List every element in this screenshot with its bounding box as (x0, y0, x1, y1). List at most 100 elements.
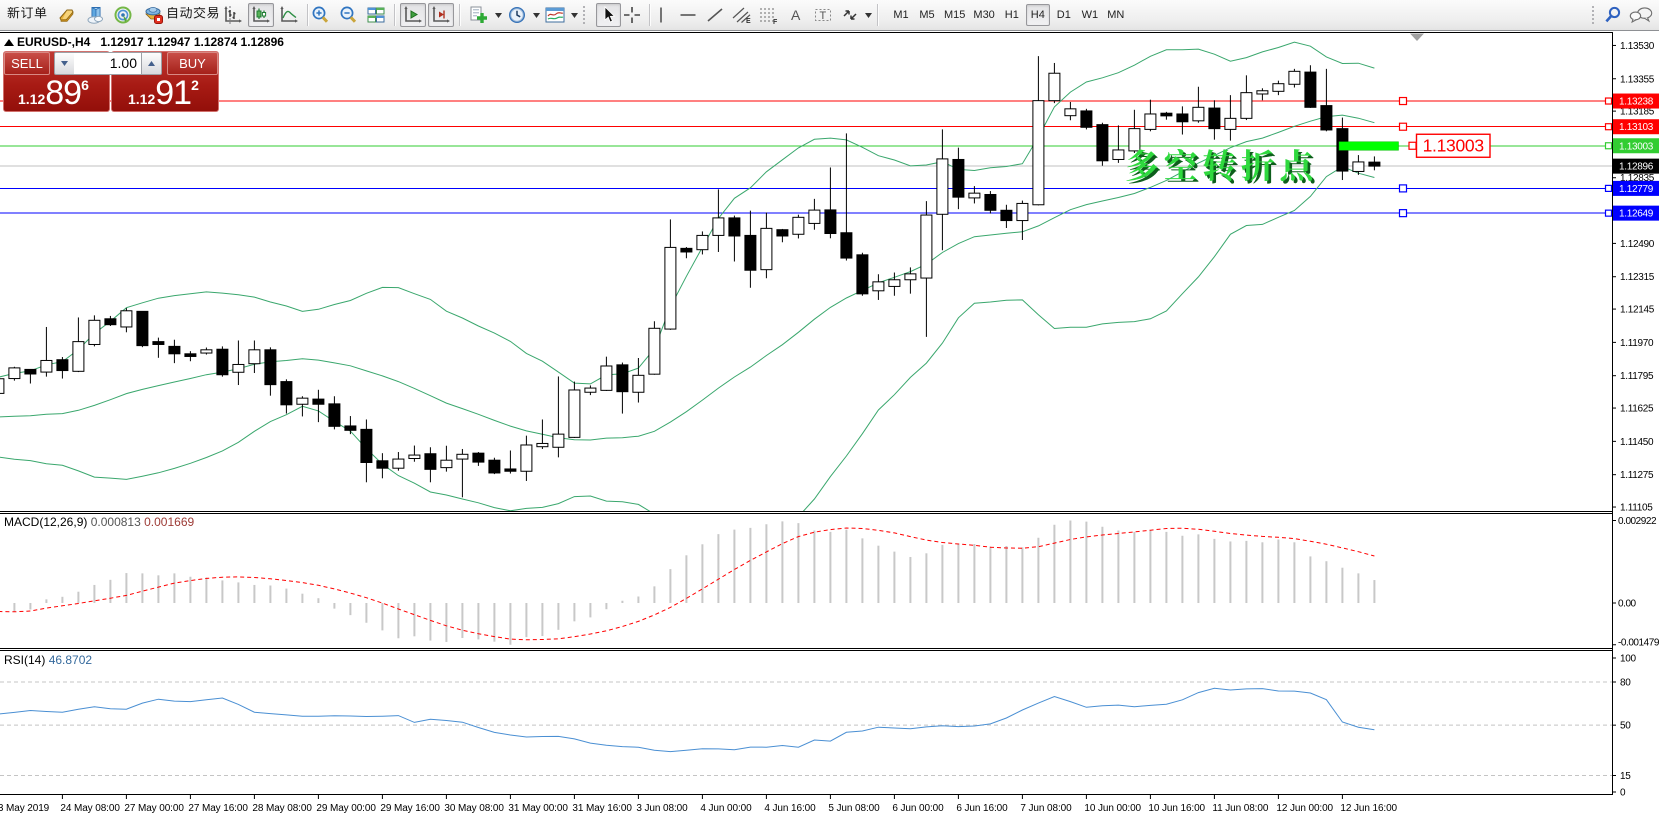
candle-2019.06.06 12:00[interactable] (936, 129, 949, 251)
candle-2019.05.24 12:00[interactable] (72, 317, 85, 373)
candle-2019.05.30 00:00[interactable] (408, 445, 421, 462)
candle-2019.05.29 04:00[interactable] (328, 396, 341, 430)
auto-scroll-icon[interactable] (400, 3, 426, 27)
candle-2019.05.24 16:00[interactable] (88, 315, 101, 347)
candle-2019.06.12 04:00[interactable] (1288, 68, 1301, 88)
arrows-dropdown-caret[interactable] (863, 3, 873, 27)
volume-increase-button[interactable] (141, 52, 162, 75)
candle-2019.05.29 12:00[interactable] (360, 419, 373, 483)
candle-2019.05.27 08:00[interactable] (152, 337, 165, 358)
candle-2019.06.05 04:00[interactable] (808, 198, 821, 230)
candle-2019.06.04 20:00[interactable] (776, 228, 789, 243)
candle-2019.06.04 12:00[interactable] (744, 210, 757, 288)
toolbar-grip[interactable] (582, 4, 587, 26)
candlestick-icon[interactable] (248, 3, 274, 27)
candle-2019.06.06 04:00[interactable] (904, 267, 917, 294)
strategy-tester-icon[interactable] (110, 3, 136, 27)
highlight-rectangle[interactable] (1338, 141, 1399, 151)
candle-2019.06.12 08:00[interactable] (1304, 65, 1317, 108)
chat-icon[interactable] (1628, 3, 1654, 27)
candle-2019.06.03 00:00[interactable] (600, 356, 613, 391)
candle-2019.05.28 16:00[interactable] (280, 379, 293, 414)
candle-2019.06.11 08:00[interactable] (1208, 100, 1221, 140)
candle-2019.06.07 20:00[interactable] (1064, 101, 1077, 121)
candle-2019.05.31 08:00[interactable] (536, 419, 549, 449)
candle-2019.05.24 04:00[interactable] (40, 326, 53, 377)
candle-2019.05.31 16:00[interactable] (568, 381, 581, 438)
candle-2019.06.07 16:00[interactable] (1048, 62, 1061, 104)
data-window-icon[interactable] (82, 3, 108, 27)
rsi-panel[interactable] (0, 681, 1612, 776)
candle-2019.05.24 08:00[interactable] (56, 357, 69, 379)
price-callout-box[interactable] (1415, 133, 1491, 158)
periods-dropdown-caret[interactable] (531, 3, 541, 27)
line-handle[interactable] (1398, 96, 1408, 106)
zoom-out-icon[interactable] (335, 3, 361, 27)
buy-price[interactable]: 1.12912 (128, 74, 199, 112)
fibonacci-icon[interactable]: F (756, 3, 781, 27)
candle-2019.06.07 08:00[interactable] (1016, 200, 1029, 240)
timeframe-m1-button[interactable]: M1 (893, 9, 909, 21)
candle-2019.05.30 04:00[interactable] (424, 447, 437, 483)
timeframe-m15-button[interactable]: M15 (944, 9, 966, 21)
candle-2019.06.12 20:00[interactable] (1352, 155, 1365, 175)
equidistant-channel-icon[interactable]: E (729, 3, 754, 27)
market-watch-icon[interactable] (54, 3, 80, 27)
volume-decrease-button[interactable] (54, 52, 75, 75)
candle-2019.06.03 20:00[interactable] (680, 247, 693, 259)
time-axis[interactable]: 23 May 2019 24 May 08:00 27 May 00:00 27 Ma… (0, 795, 1398, 814)
candle-2019.05.27 16:00[interactable] (184, 351, 197, 362)
candle-2019.05.30 12:00[interactable] (456, 448, 469, 498)
candle-2019.05.30 08:00[interactable] (440, 445, 453, 472)
templates-dropdown-caret[interactable] (569, 3, 579, 27)
line-chart-icon[interactable] (276, 3, 302, 27)
candle-2019.05.27 00:00[interactable] (120, 308, 133, 333)
chart-shift-marker[interactable] (1410, 33, 1424, 42)
candle-2019.05.27 04:00[interactable] (136, 310, 149, 348)
timeframe-h4-button[interactable]: H4 (1025, 4, 1050, 26)
candle-2019.06.05 20:00[interactable] (872, 274, 885, 300)
candle-2019.05.31 12:00[interactable] (552, 376, 565, 458)
candle-2019.06.10 16:00[interactable] (1144, 99, 1157, 132)
candle-2019.06.12 12:00[interactable] (1320, 68, 1333, 132)
volume-input[interactable]: 1.00 (74, 52, 142, 75)
candle-2019.06.06 08:00[interactable] (920, 201, 933, 337)
line-handle[interactable] (1398, 122, 1408, 131)
crosshair-icon[interactable] (619, 3, 644, 27)
arrows-icon[interactable] (837, 3, 862, 27)
candle-2019.05.28 04:00[interactable] (232, 340, 245, 386)
candle-2019.06.10 12:00[interactable] (1128, 109, 1141, 153)
line-handle[interactable] (1398, 209, 1408, 218)
candle-2019.05.29 20:00[interactable] (392, 452, 405, 471)
candle-2019.06.11 16:00[interactable] (1240, 75, 1253, 121)
candle-2019.06.04 04:00[interactable] (712, 189, 725, 252)
text-icon[interactable]: A (783, 3, 808, 27)
candle-2019.06.11 00:00[interactable] (1176, 106, 1189, 135)
tile-windows-icon[interactable] (363, 3, 389, 27)
timeframe-m30-button[interactable]: M30 (973, 9, 995, 21)
periods-icon[interactable] (504, 3, 530, 27)
callout-anchor-handle[interactable] (1408, 141, 1417, 150)
timeframe-h1-button[interactable]: H1 (1004, 9, 1019, 21)
sell-price[interactable]: 1.12896 (18, 74, 89, 112)
candle-2019.06.06 00:00[interactable] (888, 272, 901, 296)
toolbar-grip[interactable] (1591, 4, 1596, 26)
timeframe-w1-button[interactable]: W1 (1081, 9, 1099, 21)
indicators-dropdown-caret[interactable] (493, 3, 503, 27)
price-axis[interactable]: 1.13530 1.13355 1.13185 1.12835 1.12490 1.123… (1604, 41, 1659, 799)
candle-2019.06.13 00:00[interactable] (1368, 156, 1381, 171)
candle-2019.05.30 16:00[interactable] (472, 452, 485, 466)
candle-2019.05.23 16:00[interactable] (0, 378, 5, 395)
candle-2019.06.05 12:00[interactable] (840, 133, 853, 261)
indicators-icon[interactable] (466, 3, 492, 27)
chart-shift-icon[interactable] (428, 3, 454, 27)
candle-2019.06.07 00:00[interactable] (984, 191, 997, 214)
bar-chart-icon[interactable] (220, 3, 246, 27)
candle-2019.06.03 16:00[interactable] (664, 219, 677, 330)
horizontal-line-icon[interactable] (675, 3, 700, 27)
timeframe-m5-button[interactable]: M5 (919, 9, 935, 21)
line-handle[interactable] (1398, 184, 1408, 193)
main-chart-panel[interactable]: 1.13003 (0, 41, 1612, 557)
candle-2019.06.10 00:00[interactable] (1080, 108, 1093, 130)
